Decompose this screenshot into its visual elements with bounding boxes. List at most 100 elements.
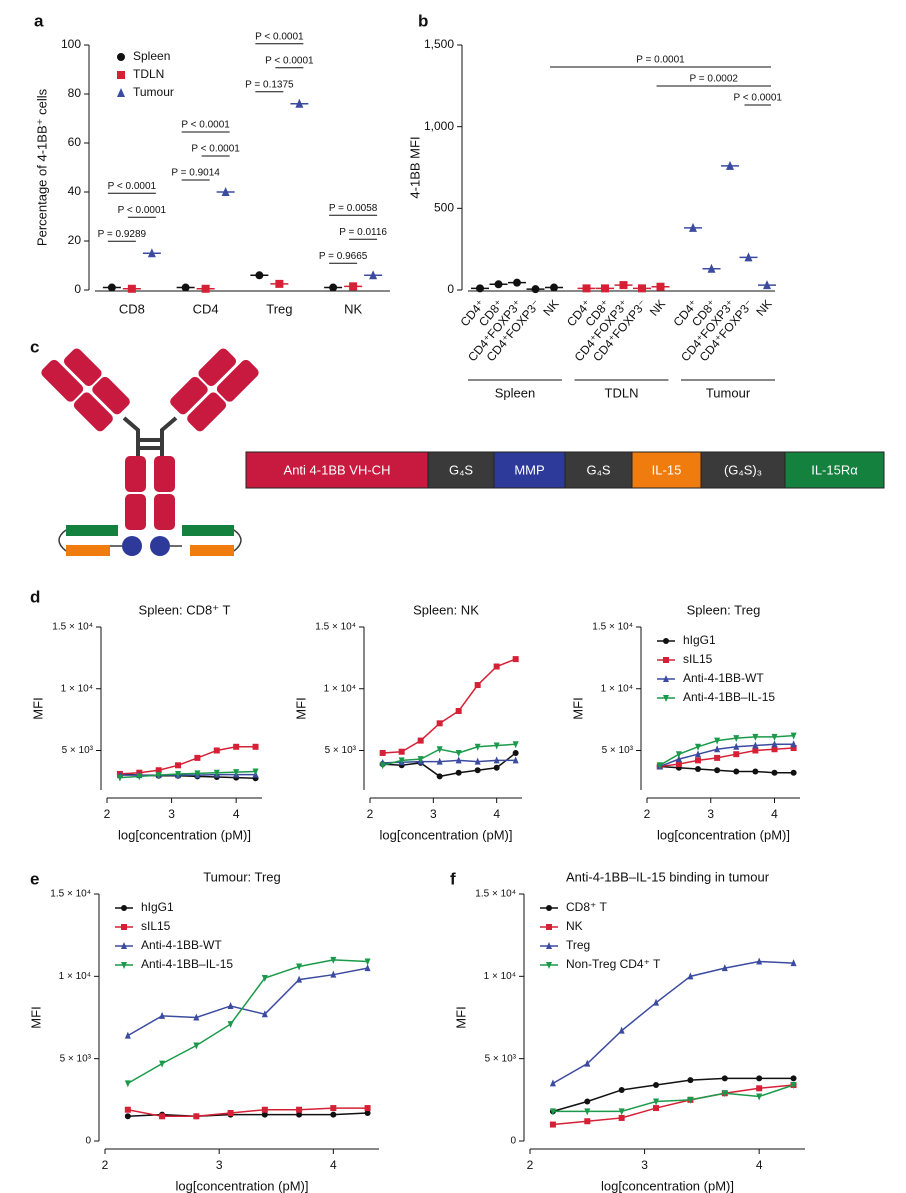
x-tick-label: 3 [430, 807, 437, 821]
point [675, 755, 682, 763]
panel-letter: b [418, 11, 428, 30]
legend-marker [546, 942, 552, 949]
y-axis-label: MFI [30, 697, 45, 719]
point [296, 1111, 303, 1118]
point [330, 1105, 337, 1112]
x-tick-label: 2 [527, 1158, 534, 1172]
point [175, 770, 182, 778]
series-line [552, 1084, 794, 1126]
il15ra [182, 525, 234, 536]
legend-label: Non-Treg CD4⁺ T [566, 957, 661, 971]
point [733, 742, 740, 750]
point [116, 774, 123, 782]
series-line [382, 759, 516, 764]
series-line [119, 773, 256, 776]
point [364, 958, 371, 966]
point [455, 707, 462, 714]
point [227, 1001, 234, 1009]
legend-marker [117, 71, 125, 79]
point [233, 769, 240, 777]
group-label: Tumour [706, 385, 751, 400]
y-tick-label: 5 × 10³ [325, 745, 357, 756]
legend-label: sIL15 [141, 919, 171, 933]
point [721, 1090, 728, 1098]
point [155, 767, 162, 774]
y-tick-label: 20 [68, 233, 82, 247]
legend-label: NK [566, 919, 583, 933]
group-label: Spleen [495, 385, 535, 400]
p-value: P = 0.0002 [690, 74, 739, 85]
legend-label: hIgG1 [141, 900, 174, 914]
point [756, 1085, 763, 1092]
mmp-site [122, 536, 142, 556]
point [756, 1075, 763, 1082]
legend-label: sIL15 [683, 652, 713, 666]
point [584, 1118, 591, 1125]
p-value: P < 0.0001 [265, 55, 314, 66]
point [124, 1113, 131, 1120]
point [364, 1110, 371, 1117]
x-tick-label: NK [753, 297, 774, 319]
y-tick-label: 1,500 [424, 37, 454, 51]
point [436, 773, 443, 780]
domain [154, 456, 175, 492]
legend-label: Anti-4-1BB–IL-15 [141, 957, 233, 971]
domain [125, 456, 146, 492]
domain [41, 359, 84, 402]
point [618, 1108, 625, 1116]
segment-label: MMP [514, 462, 544, 477]
point [771, 746, 778, 753]
x-tick-label: 4 [233, 807, 240, 821]
point [159, 1060, 166, 1068]
series-line [659, 734, 794, 766]
x-tick-label: CD8 [119, 301, 145, 316]
point [417, 756, 424, 764]
x-axis-label: log[concentration (pM)] [380, 827, 513, 842]
p-value: P = 0.0058 [329, 203, 378, 214]
y-tick-label: 1.5 × 10⁴ [52, 622, 93, 633]
x-tick-label: 3 [168, 807, 175, 821]
point [687, 1096, 694, 1104]
point [398, 748, 405, 755]
point [790, 1082, 797, 1090]
group-label: TDLN [605, 385, 639, 400]
chart-title: Spleen: Treg [687, 602, 761, 617]
point [474, 743, 481, 751]
antibody [41, 348, 259, 556]
point [398, 757, 405, 765]
point [756, 1093, 763, 1101]
point [261, 974, 268, 982]
chart-title: Tumour: Treg [203, 869, 281, 884]
domain [154, 494, 175, 530]
series-line [552, 1077, 794, 1113]
construct-segment [427, 451, 495, 489]
domain [92, 376, 130, 415]
domain [73, 392, 113, 432]
point [379, 749, 386, 756]
panel-letter: c [30, 337, 39, 356]
point [549, 1121, 556, 1128]
point [653, 998, 660, 1006]
series-line [552, 960, 794, 1085]
panel-letter: a [34, 11, 44, 30]
legend-marker [546, 905, 552, 911]
x-tick-label: 4 [330, 1158, 337, 1172]
series-line [127, 1107, 368, 1118]
legend-label: Anti-4-1BB-WT [683, 671, 764, 685]
y-tick-label: 1 × 10⁴ [61, 683, 93, 694]
point [296, 975, 303, 983]
point [721, 964, 728, 972]
domain [216, 359, 259, 402]
y-axis-label: MFI [453, 1006, 468, 1028]
y-tick-label: 1,000 [424, 119, 454, 133]
point [124, 1031, 131, 1039]
y-tick-label: 1.5 × 10⁴ [592, 622, 633, 633]
p-value: P < 0.0001 [734, 93, 783, 104]
legend-marker [663, 638, 669, 644]
segment-label: G₄S [586, 462, 610, 477]
x-tick-label: NK [647, 297, 668, 319]
segment-label: Anti 4-1BB VH-CH [284, 462, 391, 477]
point [584, 1108, 591, 1116]
point [618, 1086, 625, 1093]
